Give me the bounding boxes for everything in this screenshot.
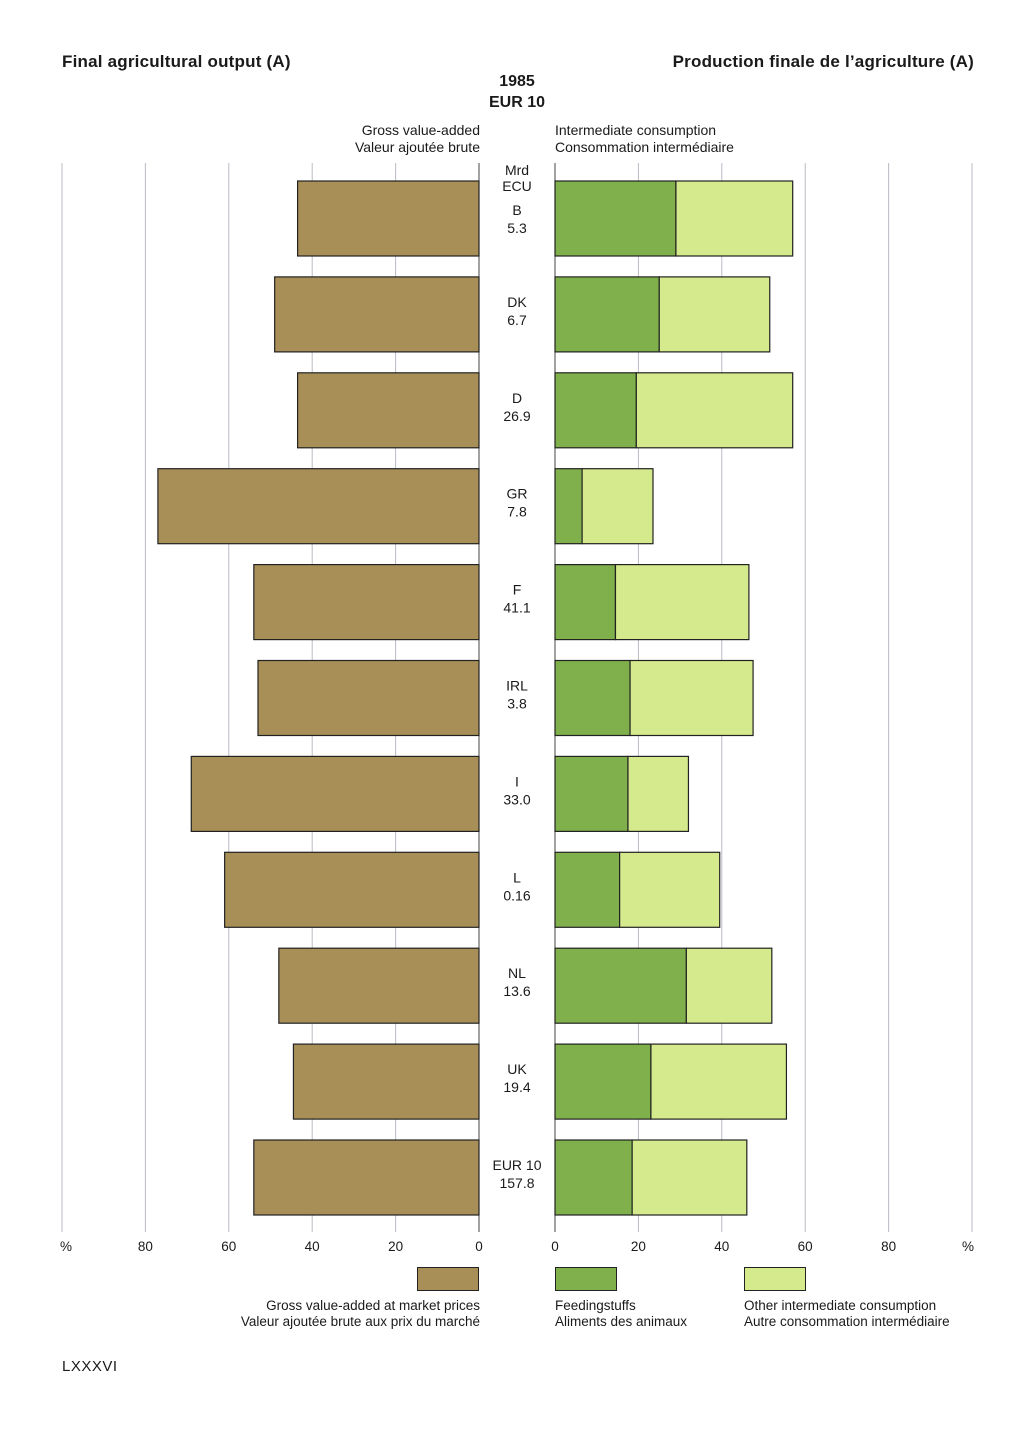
- category-value-irl: 3.8: [507, 696, 527, 712]
- category-value-d: 26.9: [503, 408, 530, 424]
- legend-label-other-consumption-en: Other intermediate consumption: [744, 1298, 937, 1313]
- bar-other-consumption-eur-10: [631, 1139, 748, 1216]
- tick-label-right-0: 0: [551, 1239, 559, 1254]
- bar-feedingstuffs-eur-10: [554, 1139, 633, 1216]
- bar-feedingstuffs-i: [554, 755, 629, 833]
- year-label: 1985: [499, 73, 535, 90]
- legend-label-other-consumption-fr: Autre consommation intermédiaire: [744, 1314, 950, 1329]
- category-label-dk: DK: [507, 294, 527, 310]
- chart-title-french: Production finale de l’agriculture (A): [672, 52, 974, 71]
- bar-other-consumption-d: [635, 372, 794, 449]
- bar-feedingstuffs-b: [554, 180, 677, 257]
- category-label-f: F: [513, 582, 522, 598]
- category-value-gr: 7.8: [507, 504, 527, 520]
- unit-label: Mrd ECU: [478, 162, 556, 194]
- bar-other-consumption-i: [627, 755, 690, 833]
- bar-other-consumption-l: [619, 851, 721, 928]
- tick-label-left-2: 60: [221, 1239, 236, 1254]
- legend-label-feedingstuffs-fr: Aliments des animaux: [555, 1314, 688, 1329]
- unit-label-line1: Mrd: [504, 162, 530, 178]
- bar-gross-value-added-uk: [292, 1043, 480, 1120]
- legend-label-gross-value-added-en: Gross value-added at market prices: [266, 1298, 480, 1313]
- tick-label-right-2: 40: [714, 1239, 729, 1254]
- legend-label-gross-value-added-fr: Valeur ajoutée brute aux prix du marché: [240, 1314, 480, 1329]
- bar-gross-value-added-eur-10: [253, 1139, 480, 1216]
- right-header-french: Consommation intermédiaire: [555, 139, 734, 155]
- bar-other-consumption-gr: [581, 468, 654, 545]
- left-header-french: Valeur ajoutée brute: [354, 139, 480, 155]
- bar-gross-value-added-l: [224, 851, 480, 928]
- bar-other-consumption-uk: [650, 1043, 788, 1120]
- category-label-irl: IRL: [506, 678, 528, 694]
- bar-feedingstuffs-dk: [554, 276, 660, 353]
- right-header-english: Intermediate consumption: [555, 122, 717, 138]
- category-value-l: 0.16: [503, 887, 530, 903]
- legend-swatch-feedingstuffs: [555, 1267, 617, 1291]
- legend-label-gross-value-added: Gross value-added at market prices Valeu…: [241, 1298, 480, 1330]
- legend-label-feedingstuffs: Feedingstuffs Aliments des animaux: [555, 1298, 687, 1330]
- category-label-b: B: [512, 202, 521, 218]
- tick-label-right-1: 20: [631, 1239, 646, 1254]
- bar-other-consumption-b: [675, 180, 794, 257]
- category-label-l: L: [513, 869, 521, 885]
- unit-label-line2: ECU: [502, 178, 532, 194]
- tick-label-left-3: 40: [305, 1239, 320, 1254]
- region-label: EUR 10: [488, 94, 546, 111]
- bar-feedingstuffs-f: [554, 563, 617, 641]
- bar-gross-value-added-i: [190, 755, 480, 833]
- tick-label-left-4: 20: [388, 1239, 403, 1254]
- legend-swatch-gross-value-added: [417, 1267, 479, 1291]
- bar-gross-value-added-irl: [257, 659, 480, 737]
- category-label-uk: UK: [507, 1061, 527, 1077]
- left-header-english: Gross value-added: [361, 122, 480, 138]
- tick-label-right-3: 60: [798, 1239, 813, 1254]
- bar-feedingstuffs-irl: [554, 659, 631, 737]
- bar-feedingstuffs-d: [554, 372, 637, 449]
- category-label-eur-10: EUR 10: [492, 1157, 541, 1173]
- bar-gross-value-added-nl: [278, 947, 480, 1024]
- category-value-f: 41.1: [503, 600, 530, 616]
- bar-feedingstuffs-gr: [554, 468, 583, 545]
- category-label-d: D: [512, 390, 522, 406]
- bar-other-consumption-dk: [658, 276, 771, 353]
- category-value-i: 33.0: [503, 791, 530, 807]
- right-panel-header: Intermediate consumption Consommation in…: [555, 122, 734, 156]
- tick-label-right-5: %: [962, 1239, 974, 1254]
- bar-feedingstuffs-l: [554, 851, 621, 928]
- category-value-b: 5.3: [507, 220, 527, 236]
- tick-label-left-0: %: [60, 1239, 72, 1254]
- legend-swatch-other-consumption: [744, 1267, 806, 1291]
- bar-other-consumption-nl: [685, 947, 773, 1024]
- category-value-uk: 19.4: [503, 1079, 530, 1095]
- bar-feedingstuffs-uk: [554, 1043, 652, 1120]
- category-label-gr: GR: [507, 486, 528, 502]
- bar-other-consumption-irl: [629, 659, 754, 737]
- bar-gross-value-added-dk: [274, 276, 480, 353]
- bar-gross-value-added-gr: [157, 468, 480, 545]
- tick-label-left-5: 0: [475, 1239, 483, 1254]
- left-panel-header: Gross value-added Valeur ajoutée brute: [355, 122, 480, 156]
- page-number: LXXXVI: [62, 1358, 118, 1375]
- bar-feedingstuffs-nl: [554, 947, 687, 1024]
- tick-label-right-4: 80: [881, 1239, 896, 1254]
- category-value-dk: 6.7: [507, 312, 527, 328]
- category-label-nl: NL: [508, 965, 526, 981]
- bar-other-consumption-f: [614, 563, 750, 641]
- tick-label-left-1: 80: [138, 1239, 153, 1254]
- category-value-eur-10: 157.8: [499, 1175, 534, 1191]
- chart-title-english: Final agricultural output (A): [62, 52, 291, 71]
- category-label-i: I: [515, 773, 519, 789]
- bar-gross-value-added-f: [253, 563, 480, 641]
- category-value-nl: 13.6: [503, 983, 530, 999]
- legend-label-other-consumption: Other intermediate consumption Autre con…: [744, 1298, 950, 1330]
- bar-gross-value-added-d: [297, 372, 480, 449]
- bar-gross-value-added-b: [297, 180, 480, 257]
- legend-label-feedingstuffs-en: Feedingstuffs: [555, 1298, 636, 1313]
